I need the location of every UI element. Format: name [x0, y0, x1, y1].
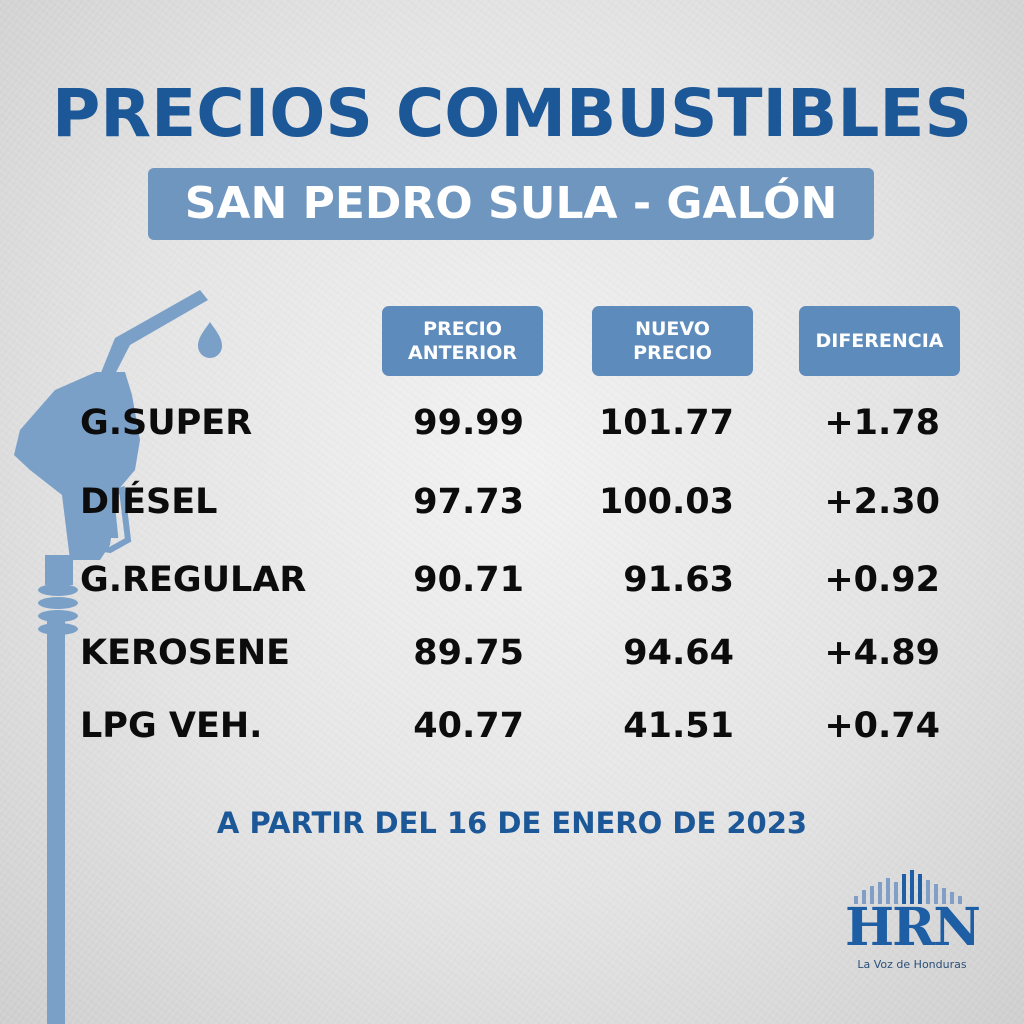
- new-price: 41.51: [623, 706, 734, 746]
- subtitle: SAN PEDRO SULA - GALÓN: [184, 178, 838, 229]
- fuel-name: LPG VEH.: [80, 706, 263, 746]
- column-header-new-price: NUEVO PRECIO: [592, 306, 753, 376]
- fuel-name: G.REGULAR: [80, 560, 307, 600]
- hrn-logo: HRN: [845, 897, 981, 958]
- table-row: G.REGULAR 90.71 91.63 +0.92: [0, 560, 1024, 620]
- page-title: PRECIOS COMBUSTIBLES: [51, 75, 973, 152]
- column-header-line: ANTERIOR: [407, 342, 518, 364]
- price-difference: +2.30: [824, 482, 940, 522]
- column-header-line: PRECIO: [423, 318, 502, 340]
- price-difference: +1.78: [824, 403, 940, 443]
- column-header-line: DIFERENCIA: [815, 330, 944, 352]
- new-price: 101.77: [598, 403, 734, 443]
- fuel-pump-nozzle-icon: [14, 290, 222, 1024]
- fuel-name: G.SUPER: [80, 403, 253, 443]
- column-header-previous-price: PRECIO ANTERIOR: [382, 306, 543, 376]
- table-row: LPG VEH. 40.77 41.51 +0.74: [0, 706, 1024, 766]
- table-row: DIÉSEL 97.73 100.03 +2.30: [0, 482, 1024, 542]
- fuel-name: KEROSENE: [80, 633, 291, 673]
- price-difference: +4.89: [824, 633, 940, 673]
- price-difference: +0.92: [824, 560, 940, 600]
- previous-price: 40.77: [413, 706, 524, 746]
- price-difference: +0.74: [824, 706, 940, 746]
- subtitle-banner: [148, 168, 874, 240]
- fuel-name: DIÉSEL: [80, 482, 218, 522]
- table-row: G.SUPER 99.99 101.77 +1.78: [0, 403, 1024, 463]
- previous-price: 90.71: [413, 560, 524, 600]
- fuel-drop-icon: [198, 322, 222, 358]
- hrn-logo-bars-icon: [854, 870, 962, 904]
- table-row: KEROSENE 89.75 94.64 +4.89: [0, 633, 1024, 693]
- previous-price: 99.99: [413, 403, 524, 443]
- column-header-line: PRECIO: [633, 342, 712, 364]
- previous-price: 89.75: [413, 633, 524, 673]
- new-price: 91.63: [623, 560, 734, 600]
- logo-tagline: La Voz de Honduras: [857, 958, 967, 971]
- new-price: 100.03: [598, 482, 734, 522]
- previous-price: 97.73: [413, 482, 524, 522]
- column-header-difference: DIFERENCIA: [799, 306, 960, 376]
- effective-date: A PARTIR DEL 16 DE ENERO DE 2023: [216, 806, 808, 840]
- column-header-line: NUEVO: [635, 318, 710, 340]
- new-price: 94.64: [623, 633, 734, 673]
